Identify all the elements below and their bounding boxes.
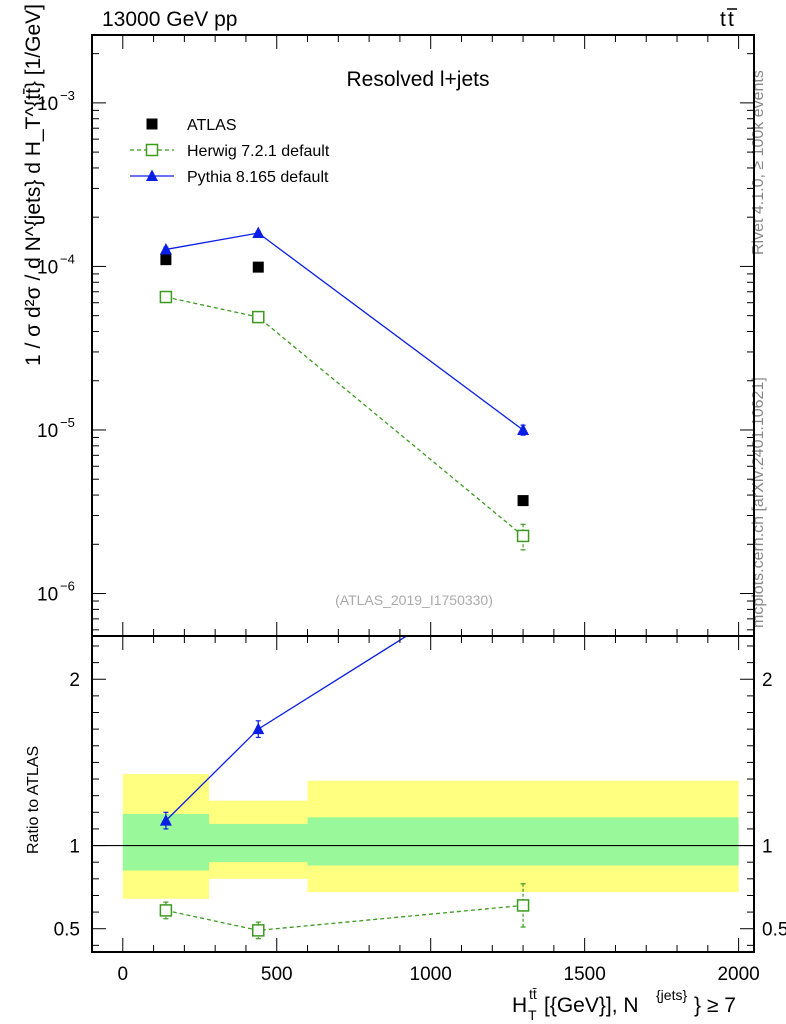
x-tick-label: 1500 — [564, 964, 606, 985]
x-axis-label-sub: T — [528, 1007, 537, 1023]
series-herwig — [159, 883, 530, 940]
main-y-tick-label: 10 — [37, 94, 58, 115]
marker-triangle — [517, 423, 530, 435]
legend-label-herwig: Herwig 7.2.1 default — [187, 143, 330, 160]
band-inner — [307, 817, 739, 866]
series-pythia — [159, 226, 530, 436]
x-axis-label-sup: tt̄ — [529, 986, 537, 1002]
source-label: mcplots.cern.ch [arXiv:2401.10621] — [750, 377, 767, 628]
main-y-axis-label-text: 1 / σ d²σ / d N^{jets} d H_T^{tt̄} [1/Ge… — [22, 4, 45, 366]
marker-open-square — [516, 899, 530, 912]
legend: ATLAS Herwig 7.2.1 default Pythia 8.165 de… — [130, 117, 330, 186]
main-y-tick-label-exp: −5 — [60, 415, 75, 430]
series-line-herwig — [165, 904, 524, 932]
ratio-y-tick-label-right: 1 — [762, 837, 773, 858]
marker-triangle — [159, 814, 172, 826]
ratio-y-tick-label-left: 2 — [69, 670, 80, 691]
process-label-tbar: t — [728, 8, 734, 31]
x-axis-label: H T tt̄ [{GeV}], N {jets} } ≥ 7 — [512, 986, 736, 1023]
legend-label-data: ATLAS — [187, 117, 237, 134]
main-y-tick-label-exp: −6 — [60, 579, 75, 594]
marker-square — [252, 261, 264, 273]
marker-open-square — [252, 924, 265, 937]
marker-square — [146, 118, 158, 130]
analysis-id: (ATLAS_2019_I1750330) — [335, 592, 493, 608]
x-tick-label: 1000 — [410, 964, 452, 985]
process-label: t t — [720, 8, 737, 31]
series-data — [160, 254, 529, 507]
main-y-tick-label: 10 — [37, 421, 58, 442]
ratio-y-axis-label: Ratio to ATLAS — [25, 746, 42, 854]
series-pythia — [159, 556, 529, 830]
plot-title: Resolved l+jets — [347, 68, 490, 91]
marker-triangle — [517, 556, 529, 568]
marker-open-square — [145, 143, 159, 157]
marker-square — [160, 254, 172, 266]
x-tick-label: 500 — [261, 964, 293, 985]
main-panel: 10−610−510−410−3 Resolved l+jets (ATLAS_… — [22, 4, 755, 637]
marker-open-square — [159, 290, 173, 304]
x-axis-label-rest: [{GeV}], N — [544, 994, 639, 1017]
x-axis-label-h: H — [512, 994, 527, 1017]
band-inner — [209, 823, 308, 863]
ratio-axis-ticks: 0.5 0.5 1 1 2 2 0 500 1000 1500 2000 — [54, 636, 786, 985]
marker-triangle — [159, 242, 172, 255]
ratio-uncertainty-bands — [92, 774, 754, 899]
ratio-panel: 0.5 0.5 1 1 2 2 0 500 1000 1500 2000 Ratio to ATLA… — [25, 556, 786, 985]
main-y-tick-label: 10 — [37, 257, 58, 278]
marker-open-square — [159, 904, 173, 917]
series-herwig — [159, 290, 530, 551]
marker-triangle — [146, 169, 158, 181]
ratio-y-tick-label-left: 0.5 — [54, 920, 80, 941]
process-label-t: t — [720, 8, 726, 31]
x-axis-label-sup2: {jets} — [656, 987, 687, 1003]
x-tick-label: 2000 — [717, 964, 759, 985]
marker-triangle — [252, 226, 265, 239]
energy-label: 13000 GeV pp — [102, 8, 237, 31]
ratio-series — [159, 556, 530, 940]
main-y-tick-label-exp: −3 — [60, 88, 75, 103]
main-series — [159, 226, 530, 551]
main-y-tick-label-exp: −4 — [60, 251, 75, 266]
ratio-y-tick-label-right: 0.5 — [762, 920, 786, 941]
series-line-herwig — [165, 296, 524, 537]
legend-label-pythia: Pythia 8.165 default — [187, 169, 329, 186]
rivet-label: Rivet 4.1.0, ≥ 100k events — [750, 70, 767, 255]
marker-square — [517, 495, 529, 507]
main-y-axis-ticks: 10−610−510−410−3 — [37, 35, 754, 636]
ratio-frame — [91, 635, 755, 953]
x-tick-label: 0 — [118, 964, 129, 985]
marker-triangle — [252, 722, 265, 735]
marker-open-square — [516, 529, 530, 543]
ratio-y-tick-label-left: 1 — [69, 837, 80, 858]
marker-open-square — [252, 310, 265, 324]
main-y-axis-label: 1 / σ d²σ / d N^{jets} d H_T^{tt̄} [1/Ge… — [22, 4, 45, 366]
series-line-pythia — [165, 232, 524, 431]
main-y-tick-label: 10 — [37, 585, 58, 606]
ratio-y-tick-label-right: 2 — [762, 670, 773, 691]
x-axis-label-tail: } ≥ 7 — [694, 994, 736, 1017]
